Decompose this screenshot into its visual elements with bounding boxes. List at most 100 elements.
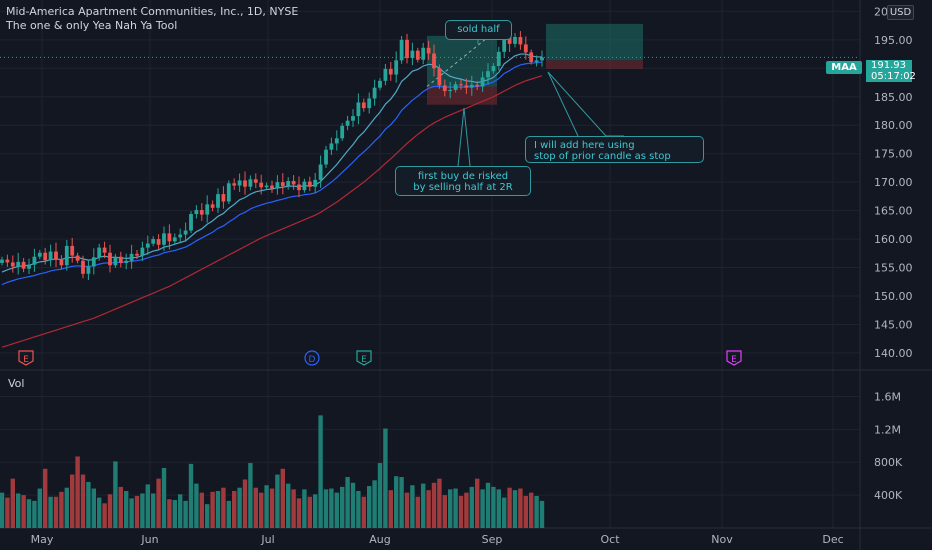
candle-body xyxy=(21,261,26,269)
volume-bar xyxy=(167,499,172,528)
candle-body xyxy=(54,251,58,259)
chart-title[interactable]: Mid-America Apartment Communities, Inc.,… xyxy=(6,5,299,18)
volume-bar xyxy=(286,483,291,528)
volume-bar xyxy=(361,496,366,528)
volume-tick: 400K xyxy=(874,489,903,502)
time-tick: Sep xyxy=(482,533,503,546)
volume-bar xyxy=(458,495,464,528)
candle-body xyxy=(513,37,517,44)
volume-bar xyxy=(296,498,302,528)
volume-bar xyxy=(70,474,75,528)
candle-body xyxy=(297,184,301,191)
volume-bar xyxy=(302,489,307,528)
volume-bar xyxy=(394,476,399,528)
time-tick: May xyxy=(31,533,54,546)
volume-bar xyxy=(16,493,21,528)
candle-body xyxy=(361,102,366,109)
volume-bar xyxy=(43,468,48,528)
volume-bar xyxy=(280,468,285,528)
volume-tick: 800K xyxy=(874,456,903,469)
candle-body xyxy=(43,252,48,261)
volume-bar xyxy=(291,489,296,528)
connector-add xyxy=(547,71,579,137)
candle-body xyxy=(237,180,242,186)
event-label: E xyxy=(361,355,367,365)
candle-body xyxy=(405,39,409,59)
volume-bar xyxy=(75,456,80,528)
volume-bar xyxy=(232,491,237,528)
volume-bar xyxy=(383,428,388,528)
volume-bar xyxy=(404,492,410,528)
candle-body xyxy=(248,179,253,187)
candle-body xyxy=(372,87,377,99)
price-axis[interactable]: 200.00195.00190.00185.00180.00175.00170.… xyxy=(874,5,913,360)
volume-bar xyxy=(275,474,280,528)
candle-body xyxy=(421,47,426,60)
volume-bar xyxy=(356,491,361,528)
volume-bar xyxy=(188,463,194,528)
volume-bar xyxy=(21,495,26,528)
candle-body xyxy=(91,257,96,267)
volume-bar xyxy=(107,494,113,528)
volume-bar xyxy=(502,497,507,528)
candle-body xyxy=(75,255,80,261)
volume-bar xyxy=(426,490,431,528)
candle-body xyxy=(367,98,372,109)
volume-bar xyxy=(399,477,404,528)
note-sold-half[interactable]: sold half xyxy=(445,20,512,40)
candle-body xyxy=(291,181,296,185)
candle-body xyxy=(264,185,269,188)
volume-bar xyxy=(539,500,545,528)
candle-body xyxy=(469,84,474,88)
candle-body xyxy=(345,120,350,126)
candle-body xyxy=(108,252,112,266)
candle-body xyxy=(334,138,339,144)
candle-body xyxy=(529,52,534,63)
note-first-buy[interactable]: first buy de risked by selling half at 2… xyxy=(395,166,531,196)
candle-body xyxy=(356,102,361,117)
time-tick: Aug xyxy=(369,533,390,546)
event-label: E xyxy=(23,355,29,365)
time-tick: Jul xyxy=(260,533,274,546)
candle-body xyxy=(259,182,264,188)
volume-bar xyxy=(183,500,188,528)
candle-body xyxy=(453,84,458,90)
candle-body xyxy=(280,182,285,187)
volume-bar xyxy=(334,492,339,528)
volume-bar xyxy=(253,487,258,528)
candle-body xyxy=(86,266,91,274)
volume-bar xyxy=(534,495,539,528)
earnings-marker xyxy=(726,350,742,366)
candle-body xyxy=(415,50,420,60)
indicator-name[interactable]: The one & only Yea Nah Ya Tool xyxy=(6,19,178,32)
candle-body xyxy=(124,260,129,263)
volume-bar xyxy=(442,495,447,528)
candle-body xyxy=(189,214,193,231)
volume-bar xyxy=(421,483,426,528)
volume-bar xyxy=(172,500,177,528)
volume-bar xyxy=(437,478,442,528)
volume-bar xyxy=(151,493,156,528)
price-tick: 160.00 xyxy=(874,233,913,246)
candle-body xyxy=(540,57,544,61)
volume-label[interactable]: Vol xyxy=(8,377,25,390)
zone-target xyxy=(546,23,643,61)
volume-bar xyxy=(80,474,86,528)
volume-bar xyxy=(264,485,269,528)
candle-body xyxy=(270,185,274,189)
candle-body xyxy=(340,125,345,139)
volume-bar xyxy=(491,486,496,528)
time-axis[interactable]: May Jun Jul Aug Sep Oct Nov Dec xyxy=(31,533,844,546)
volume-axis: 1.6M 1.2M 800K 400K xyxy=(874,390,903,502)
volume-bar xyxy=(345,477,350,528)
note-add-position[interactable]: I will add here using stop of prior cand… xyxy=(525,136,704,163)
currency-badge[interactable]: USD xyxy=(887,5,914,20)
volume-bar xyxy=(485,482,491,528)
candle-body xyxy=(286,181,291,187)
volume-bar xyxy=(242,479,248,528)
volume-bar xyxy=(259,492,264,528)
volume-bar xyxy=(91,488,96,528)
candle-body xyxy=(232,183,237,186)
